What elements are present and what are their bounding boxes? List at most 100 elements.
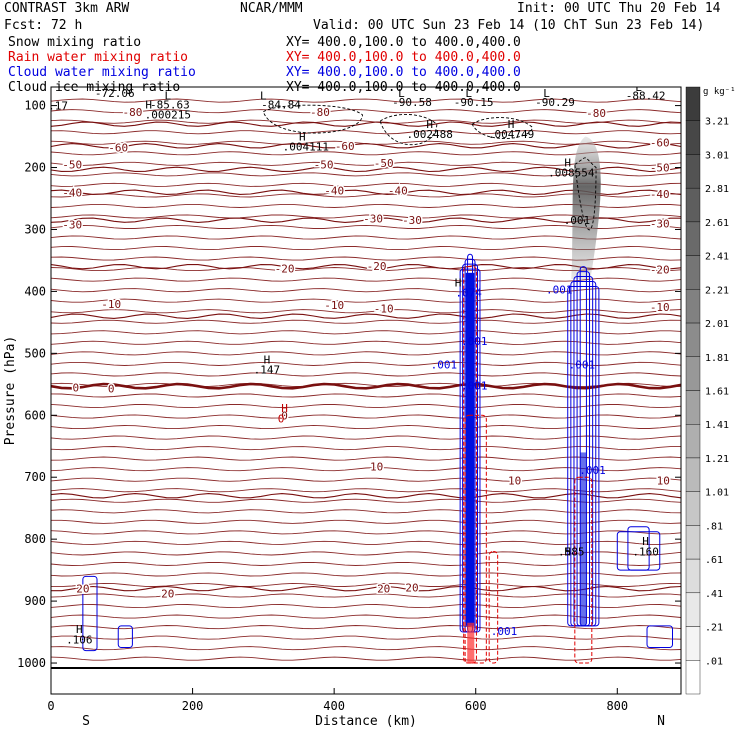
isotherm-line bbox=[51, 530, 681, 535]
contour-label: 0 bbox=[108, 383, 115, 396]
contour-label: -10 bbox=[650, 301, 670, 314]
contour-label: -30 bbox=[62, 219, 82, 232]
colorbar-swatch bbox=[685, 390, 701, 425]
extremum-label: .001 bbox=[546, 284, 573, 297]
colorbar-swatch bbox=[685, 154, 701, 189]
field-rain-name: Rain water mixing ratio bbox=[8, 50, 189, 65]
colorbar-swatch bbox=[685, 255, 701, 290]
colorbar-swatch bbox=[685, 221, 701, 256]
extremum-label: H bbox=[145, 98, 152, 111]
colorbar-label: .61 bbox=[705, 555, 723, 566]
contour-label: -40 bbox=[388, 184, 408, 197]
isotherm-line bbox=[51, 572, 681, 577]
contour-label: -40 bbox=[650, 188, 670, 201]
valid-time: Valid: 00 UTC Sun 23 Feb 14 (10 ChT Sun … bbox=[313, 18, 705, 33]
isotherm-line bbox=[51, 646, 681, 651]
contour-label: -40 bbox=[324, 184, 344, 197]
extremum-label: .004111 bbox=[283, 140, 329, 153]
temperature-contour bbox=[51, 143, 681, 149]
cloud-ice-shading bbox=[571, 136, 601, 280]
extremum-label: H bbox=[564, 157, 571, 170]
colorbar-label: .81 bbox=[705, 521, 723, 532]
contour-label: -60 bbox=[108, 142, 128, 155]
isotherm-line bbox=[51, 446, 681, 451]
isotherm-line bbox=[51, 340, 681, 345]
field-snow-name: Snow mixing ratio bbox=[8, 35, 142, 50]
extremum-label: L bbox=[398, 87, 405, 100]
y-tick-label: 300 bbox=[24, 222, 46, 236]
isotherm-line bbox=[51, 625, 681, 630]
contour-label: -80 bbox=[310, 106, 330, 119]
contour-label: 20 bbox=[76, 583, 89, 596]
y-tick-label: 700 bbox=[24, 470, 46, 484]
extremum-label: -85.63 bbox=[150, 98, 190, 111]
forecast-hour: Fcst: 72 h bbox=[4, 18, 83, 33]
contour-label: -50 bbox=[62, 158, 82, 171]
extremum-label: H bbox=[281, 402, 288, 415]
colorbar-swatch bbox=[685, 660, 701, 695]
extremum-label: -90.15 bbox=[454, 96, 494, 109]
contour-label: -50 bbox=[314, 158, 334, 171]
colorbar-label: 3.21 bbox=[705, 117, 729, 128]
extremum-label: .001 bbox=[491, 625, 518, 638]
extremum-label: H bbox=[264, 354, 271, 367]
colorbar-label: 2.01 bbox=[705, 319, 729, 330]
isotherm-line bbox=[51, 319, 681, 324]
colorbar-label: 2.81 bbox=[705, 184, 729, 195]
isotherm-line bbox=[51, 498, 681, 503]
isotherm-line bbox=[51, 372, 681, 377]
colorbar-swatch bbox=[685, 491, 701, 526]
rain-water-contour bbox=[488, 551, 499, 664]
extremum-label: .004749 bbox=[488, 128, 534, 141]
cloud-water-contour bbox=[646, 625, 674, 649]
temperature-contour bbox=[51, 121, 681, 127]
isotherm-line bbox=[51, 424, 681, 430]
contour-label: 10 bbox=[508, 474, 521, 487]
y-tick-label: 900 bbox=[24, 594, 46, 608]
y-tick-label: 500 bbox=[24, 346, 46, 360]
colorbar-swatch bbox=[685, 592, 701, 627]
y-tick-label: 600 bbox=[24, 408, 46, 422]
extremum-label: .147 bbox=[254, 363, 281, 376]
org-label: NCAR/MMM bbox=[240, 1, 303, 16]
contour-label: -80 bbox=[122, 106, 142, 119]
x-end-label-south: S bbox=[82, 714, 90, 729]
colorbar-swatch bbox=[685, 525, 701, 560]
contour-label: 0 bbox=[281, 409, 288, 422]
y-tick-label: 800 bbox=[24, 532, 46, 546]
colorbar-swatch bbox=[685, 86, 701, 121]
colorbar-label: .01 bbox=[705, 656, 723, 667]
colorbar-swatch bbox=[685, 558, 701, 594]
colorbar-label: .41 bbox=[705, 589, 723, 600]
extremum-label: .001 bbox=[569, 358, 596, 371]
extremum-label: H bbox=[642, 535, 649, 548]
x-tick-label: 400 bbox=[323, 699, 345, 713]
cloud-water-core bbox=[465, 272, 475, 626]
isotherm-line bbox=[51, 656, 681, 661]
field-rain-xy: XY= 400.0,100.0 to 400.0,400.0 bbox=[286, 50, 521, 65]
temperature-contour bbox=[51, 585, 681, 592]
isotherm-line bbox=[51, 467, 681, 472]
snow-contour bbox=[471, 117, 533, 139]
isotherm-line bbox=[51, 277, 681, 282]
isotherm-line bbox=[51, 540, 681, 545]
isotherm-line bbox=[51, 330, 681, 335]
extremum-label: .008554 bbox=[548, 166, 595, 179]
isotherm-line bbox=[51, 109, 681, 114]
colorbar-label: 2.21 bbox=[705, 285, 729, 296]
cloud-water-contour bbox=[117, 625, 133, 649]
isotherm-line bbox=[51, 435, 681, 440]
contour-label: -60 bbox=[650, 137, 670, 150]
temperature-contour bbox=[51, 313, 681, 319]
contour-label: -20 bbox=[650, 264, 670, 277]
extremum-label: H bbox=[76, 623, 83, 636]
extremum-label: -84.84 bbox=[261, 98, 301, 111]
colorbar-swatch bbox=[685, 187, 701, 223]
cloud-water-core bbox=[580, 452, 587, 626]
extremum-label: H bbox=[564, 546, 571, 559]
isotherm-line bbox=[51, 635, 681, 640]
temperature-contour bbox=[51, 493, 681, 499]
colorbar-label: 1.01 bbox=[705, 488, 729, 499]
contour-label: 10 bbox=[657, 474, 670, 487]
colorbar-swatch bbox=[685, 322, 701, 357]
